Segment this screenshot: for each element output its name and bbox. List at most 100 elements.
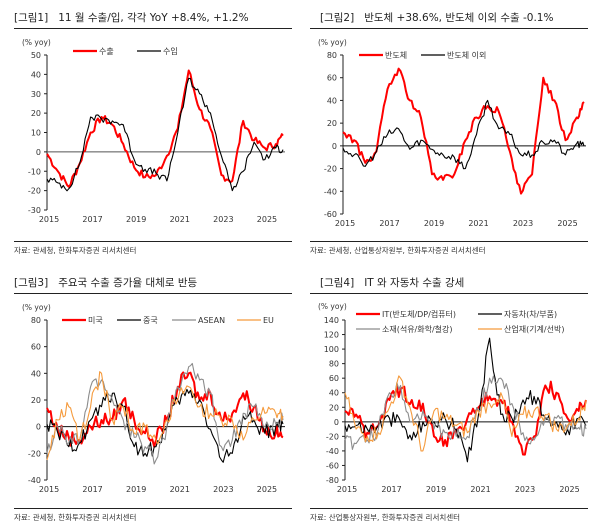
title-divider (310, 28, 588, 29)
y-tick-label: 0 (332, 142, 337, 151)
figure-title-text: 11 월 수출/입, 각각 YoY +8.4%, +1.2% (58, 12, 249, 24)
y-tick-label: 40 (327, 96, 337, 105)
x-tick-label: 2023 (513, 219, 533, 228)
y-tick-label: 40 (31, 369, 41, 378)
y-tick-label: -40 (28, 476, 41, 485)
x-tick-label: 2017 (82, 485, 102, 494)
legend-label: IT(반도체/DP/컴퓨터) (382, 309, 456, 319)
y-tick-label: -10 (28, 167, 41, 176)
y-tick-label: 60 (327, 74, 337, 83)
x-tick-label: 2017 (379, 219, 399, 228)
figure-number: [그림2] (320, 12, 355, 24)
x-tick-label: 2023 (213, 485, 233, 494)
y-tick-label: 40 (31, 70, 41, 79)
legend-label: 반도체 이외 (447, 50, 486, 60)
legend-label: 수출 (99, 46, 114, 56)
source-divider (14, 508, 292, 509)
y-tick-label: 50 (31, 51, 41, 60)
series-line-2 (46, 362, 284, 465)
x-tick-label: 2019 (126, 485, 146, 494)
x-tick-label: 2017 (82, 215, 102, 224)
y-tick-label: 100 (324, 345, 339, 354)
y-tick-label: -60 (326, 461, 339, 470)
x-tick-label: 2025 (257, 215, 277, 224)
x-tick-label: 2015 (39, 485, 59, 494)
x-tick-label: 2023 (213, 215, 233, 224)
y-tick-label: 10 (31, 129, 41, 138)
series-line-0 (46, 69, 284, 188)
y-tick-label: -40 (324, 187, 337, 196)
y-tick-label: -80 (326, 476, 339, 485)
source-divider (310, 241, 588, 242)
y-tick-label: 0 (334, 418, 339, 427)
x-tick-label: 2019 (424, 219, 444, 228)
legend-label: 수입 (163, 47, 178, 56)
figure-2-panel: [그림2] 반도체 +38.6%, 반도체 이외 수출 -0.1% (% yoy)… (306, 0, 612, 265)
y-tick-label: 80 (329, 360, 339, 369)
y-tick-label: 80 (31, 316, 41, 325)
source-note: 자료: 관세청, 한화투자증권 리서치센터 (14, 513, 137, 522)
legend-label: 소재(석유/화학/철강) (382, 324, 453, 334)
source-note: 자료: 관세청, 한화투자증권 리서치센터 (14, 246, 137, 255)
series-line-1 (344, 337, 587, 463)
y-tick-label: -20 (324, 165, 337, 174)
source-divider (14, 241, 292, 242)
y-tick-label: 0 (36, 423, 41, 432)
figure-title: [그림2] 반도체 +38.6%, 반도체 이외 수출 -0.1% (320, 10, 553, 25)
title-divider (310, 293, 588, 294)
figure-number: [그림1] (14, 12, 49, 24)
x-tick-label: 2025 (559, 485, 579, 494)
series-line-3 (46, 371, 284, 461)
x-tick-label: 2025 (557, 219, 577, 228)
y-unit-label: (% yoy) (318, 38, 347, 47)
y-tick-label: 60 (329, 374, 339, 383)
y-tick-label: 60 (31, 343, 41, 352)
legend-label: 반도체 (385, 50, 407, 60)
y-tick-label: 80 (327, 51, 337, 60)
x-tick-label: 2025 (257, 485, 277, 494)
source-divider (310, 508, 588, 509)
x-tick-label: 2019 (426, 485, 446, 494)
x-tick-label: 2021 (170, 215, 190, 224)
x-tick-label: 2015 (337, 485, 357, 494)
figure-title-text: IT 와 자동차 수출 강세 (364, 277, 465, 289)
figure-1-panel: [그림1] 11 월 수출/입, 각각 YoY +8.4%, +1.2% (% y… (0, 0, 306, 265)
series-line-3 (344, 375, 587, 452)
figure-title-text: 반도체 +38.6%, 반도체 이외 수출 -0.1% (364, 12, 554, 24)
x-tick-label: 2021 (170, 485, 190, 494)
series-line-1 (342, 99, 585, 170)
x-tick-label: 2021 (468, 219, 488, 228)
legend-label: 자동차(차/부품) (504, 310, 557, 319)
figure-title: [그림3] 주요국 수출 증가율 대체로 반등 (14, 275, 197, 290)
y-unit-label: (% yoy) (22, 303, 51, 312)
figure-4-panel: [그림4] IT 와 자동차 수출 강세 (% yoy) 140 120 100 80 6… (306, 265, 612, 530)
y-tick-label: 0 (36, 148, 41, 157)
x-tick-label: 2023 (515, 485, 535, 494)
series-line-1 (46, 77, 284, 192)
y-tick-label: 120 (324, 331, 339, 340)
legend-label: EU (263, 316, 274, 325)
title-divider (14, 293, 292, 294)
series-line-0 (342, 67, 585, 195)
series-line-2 (344, 375, 587, 450)
figure-title-text: 주요국 수출 증가율 대체로 반등 (58, 277, 198, 289)
legend-label: 미국 (88, 316, 103, 325)
y-tick-label: -20 (28, 449, 41, 458)
y-tick-label: 20 (31, 109, 41, 118)
y-tick-label: 20 (327, 119, 337, 128)
y-tick-label: 140 (324, 316, 339, 325)
y-unit-label: (% yoy) (22, 38, 51, 47)
source-note: 자료: 산업통상자원부, 한화투자증권 리서치센터 (310, 513, 461, 522)
x-tick-label: 2021 (470, 485, 490, 494)
figure-3-panel: [그림3] 주요국 수출 증가율 대체로 반등 (% yoy) 80 60 40 20 0… (0, 265, 306, 530)
x-tick-label: 2017 (381, 485, 401, 494)
y-tick-label: 20 (31, 396, 41, 405)
y-tick-label: -20 (28, 187, 41, 196)
y-tick-label: -20 (326, 432, 339, 441)
figure-number: [그림4] (320, 277, 355, 289)
figure-number: [그림3] (14, 277, 49, 289)
